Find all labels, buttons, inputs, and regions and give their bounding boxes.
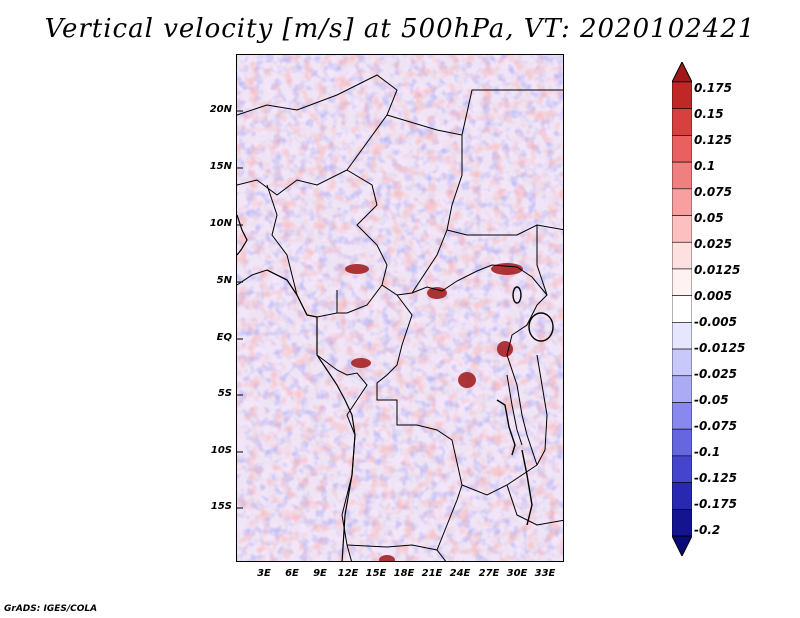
colorbar-swatch	[672, 402, 692, 430]
colorbar-swatch	[672, 322, 692, 350]
colorbar-swatch	[672, 268, 692, 296]
lon-label-30e: 30E	[506, 568, 528, 579]
colorbar-label-13: -0.075	[694, 419, 737, 433]
colorbar-label-15: -0.125	[694, 471, 737, 485]
lat-label-5n: 5N	[216, 275, 232, 286]
lon-label-12e: 12E	[337, 568, 359, 579]
colorbar-swatch	[672, 375, 692, 403]
field-texture-red	[237, 55, 563, 561]
colorbar-label-17: -0.2	[694, 523, 721, 537]
colorbar-swatch	[672, 108, 692, 136]
lakes	[496, 286, 554, 526]
colorbar-label-14: -0.1	[694, 445, 721, 459]
colorbar-swatch	[672, 295, 692, 323]
colorbar-swatch	[672, 161, 692, 190]
colorbar-label-9: -0.005	[694, 315, 737, 329]
colorbar-swatch	[672, 348, 692, 377]
lon-label-6e: 6E	[285, 568, 299, 579]
lon-label-15e: 15E	[365, 568, 387, 579]
colorbar-label-1: 0.15	[694, 107, 724, 121]
colorbar-swatch	[672, 482, 692, 510]
lat-label-10s: 10S	[210, 445, 232, 456]
lat-label-15s: 15S	[210, 501, 232, 512]
colorbar-swatch	[672, 241, 692, 270]
colorbar-label-5: 0.05	[694, 211, 724, 225]
colorbar-label-6: 0.025	[694, 237, 732, 251]
colorbar-label-11: -0.025	[694, 367, 737, 381]
colorbar-label-3: 0.1	[694, 159, 716, 173]
colorbar-label-8: 0.005	[694, 289, 732, 303]
lat-label-15n: 15N	[209, 161, 232, 172]
colorbar-bottom-arrow	[672, 535, 692, 556]
colorbar-swatch	[672, 215, 692, 243]
colorbar-label-7: 0.0125	[694, 263, 741, 277]
colorbar-label-2: 0.125	[694, 133, 732, 147]
lat-label-20n: 20N	[209, 104, 232, 115]
lon-label-33e: 33E	[534, 568, 556, 579]
colorbar	[672, 62, 692, 556]
colorbar-label-0: 0.175	[694, 81, 732, 95]
colorbar-label-16: -0.175	[694, 497, 737, 511]
colorbar-top-arrow	[672, 62, 692, 83]
colorbar-swatch	[672, 188, 692, 216]
colorbar-swatch	[672, 455, 692, 483]
lon-label-9e: 9E	[313, 568, 327, 579]
colorbar-label-12: -0.05	[694, 393, 729, 407]
lat-ticks	[237, 110, 243, 509]
colorbar-swatch	[672, 508, 692, 537]
map-title: Vertical velocity [m/s] at 500hPa, VT: 2…	[44, 14, 756, 44]
lat-label-5s: 5S	[217, 388, 232, 399]
lat-label-eq: EQ	[216, 332, 232, 343]
lon-label-3e: 3E	[257, 568, 271, 579]
vertical-velocity-field	[237, 55, 563, 561]
colorbar-swatch	[672, 81, 692, 110]
map-panel	[236, 54, 564, 562]
lon-label-27e: 27E	[478, 568, 500, 579]
lat-label-10n: 10N	[209, 218, 232, 229]
grads-credit: GrADS: IGES/COLA	[4, 604, 98, 614]
colorbar-label-10: -0.0125	[694, 341, 746, 355]
colorbar-swatch	[672, 428, 692, 457]
colorbar-swatch	[672, 135, 692, 163]
lon-label-24e: 24E	[449, 568, 471, 579]
lon-label-18e: 18E	[393, 568, 415, 579]
colorbar-label-4: 0.075	[694, 185, 732, 199]
lon-label-21e: 21E	[421, 568, 443, 579]
